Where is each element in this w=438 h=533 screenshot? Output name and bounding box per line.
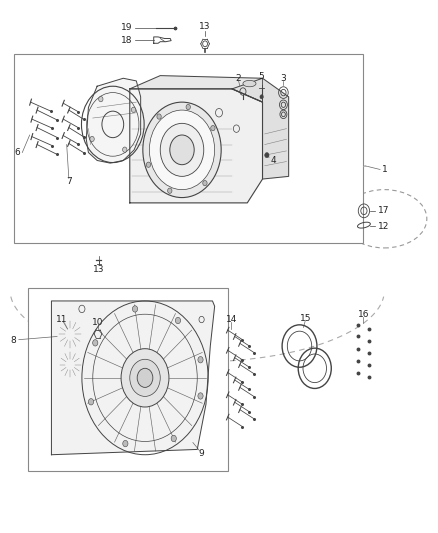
Text: 11: 11 [56, 315, 67, 324]
Text: 9: 9 [199, 449, 205, 458]
Circle shape [93, 340, 98, 346]
Polygon shape [86, 78, 141, 163]
Circle shape [265, 152, 269, 158]
Polygon shape [232, 78, 289, 179]
Polygon shape [130, 76, 262, 102]
Ellipse shape [243, 80, 256, 87]
Text: 3: 3 [280, 74, 286, 83]
Circle shape [260, 95, 263, 99]
Text: 2: 2 [236, 74, 241, 83]
Circle shape [198, 393, 203, 399]
Circle shape [123, 440, 128, 447]
Circle shape [211, 125, 215, 131]
Text: 13: 13 [199, 22, 211, 31]
Text: 6: 6 [14, 148, 20, 157]
Circle shape [170, 135, 194, 165]
Circle shape [130, 359, 160, 397]
Circle shape [198, 357, 203, 363]
Circle shape [99, 96, 103, 102]
Circle shape [123, 147, 127, 152]
Circle shape [146, 162, 151, 167]
Text: 10: 10 [92, 318, 104, 327]
Circle shape [168, 188, 172, 193]
Text: 7: 7 [66, 177, 72, 186]
Circle shape [90, 136, 94, 142]
Text: 17: 17 [378, 206, 390, 215]
Text: 4: 4 [270, 156, 276, 165]
Polygon shape [51, 301, 215, 455]
Circle shape [186, 104, 191, 110]
Text: 13: 13 [93, 265, 105, 273]
Circle shape [175, 317, 180, 324]
Circle shape [203, 181, 207, 186]
Circle shape [131, 107, 136, 112]
Bar [28, 288, 228, 471]
Circle shape [171, 435, 177, 442]
Circle shape [121, 349, 169, 407]
Text: 12: 12 [378, 222, 390, 231]
Text: 19: 19 [120, 23, 132, 33]
Circle shape [132, 306, 138, 312]
Circle shape [137, 368, 153, 387]
Text: 5: 5 [259, 72, 265, 81]
Text: 16: 16 [358, 310, 369, 319]
Circle shape [143, 102, 221, 198]
Circle shape [157, 114, 161, 119]
Bar [14, 54, 363, 243]
Circle shape [149, 110, 215, 190]
Circle shape [160, 123, 204, 176]
Text: 18: 18 [120, 36, 132, 45]
Text: 14: 14 [226, 315, 237, 324]
Text: 15: 15 [300, 314, 312, 323]
Text: 8: 8 [11, 336, 17, 345]
Text: 1: 1 [382, 165, 388, 174]
Polygon shape [130, 89, 262, 203]
Circle shape [88, 399, 94, 405]
